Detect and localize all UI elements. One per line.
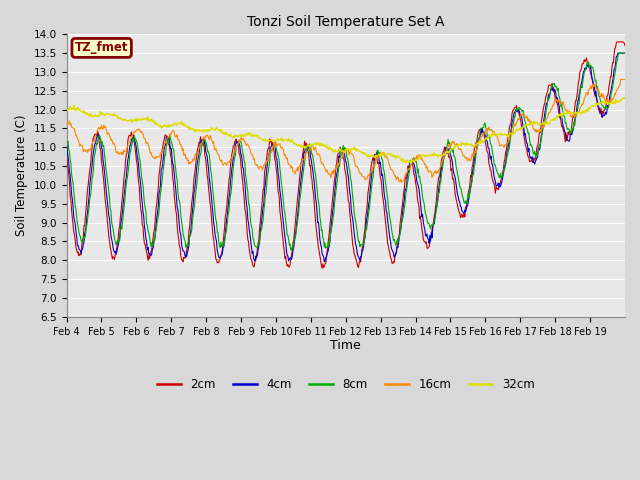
Title: Tonzi Soil Temperature Set A: Tonzi Soil Temperature Set A (247, 15, 445, 29)
Text: TZ_fmet: TZ_fmet (75, 41, 129, 54)
Legend: 2cm, 4cm, 8cm, 16cm, 32cm: 2cm, 4cm, 8cm, 16cm, 32cm (152, 373, 540, 396)
X-axis label: Time: Time (330, 339, 361, 352)
Y-axis label: Soil Temperature (C): Soil Temperature (C) (15, 115, 28, 236)
